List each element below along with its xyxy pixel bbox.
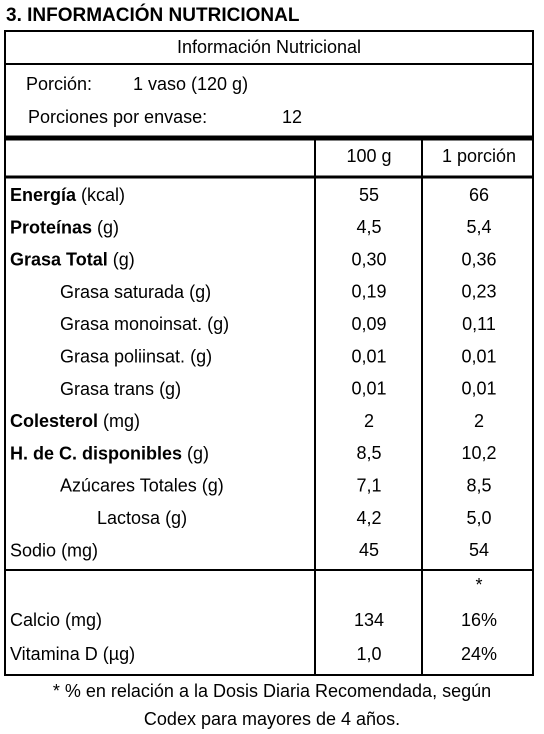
column-header: 100 g: [346, 146, 391, 166]
row-label: Calcio (mg): [10, 610, 102, 630]
cell-value: 0,01: [351, 346, 386, 366]
nutrient-unit: (kcal): [81, 185, 125, 205]
row-label: Colesterol (mg): [10, 411, 140, 431]
cell-value: 8,5: [356, 443, 381, 463]
nutrient-unit: (g): [187, 443, 209, 463]
row-label: Sodio (mg): [10, 540, 98, 560]
cell-value: 0,01: [461, 379, 496, 399]
cell-value: 0,09: [351, 314, 386, 334]
cell-value: 54: [469, 540, 489, 560]
nutrient-unit: (mg): [61, 540, 98, 560]
footnote: * % en relación a la Dosis Diaria Recome…: [53, 681, 491, 701]
cell-value: 45: [359, 540, 379, 560]
nutrient-name: Grasa Total: [10, 249, 108, 269]
cell-value: 0,01: [461, 346, 496, 366]
cell-value: 7,1: [356, 475, 381, 495]
row-label: Vitamina D (µg): [10, 644, 135, 664]
nutrient-name: Proteínas: [10, 217, 92, 237]
cell-value: 5,4: [466, 217, 491, 237]
servings-label: Porciones por envase:: [28, 107, 207, 127]
nutrient-unit: (g): [97, 217, 119, 237]
row-label: Grasa Total (g): [10, 249, 135, 269]
cell-value: 4,2: [356, 508, 381, 528]
row-label: Grasa saturada (g): [60, 282, 211, 302]
nutrient-unit: (g): [113, 249, 135, 269]
nutrient-name: Grasa poliinsat.: [60, 346, 185, 366]
nutrient-name: Energía: [10, 185, 77, 205]
nutrient-unit: (µg): [103, 644, 135, 664]
marker: *: [475, 575, 482, 595]
nutrient-unit: (mg): [103, 411, 140, 431]
servings-value: 12: [282, 107, 302, 127]
row-label: Azúcares Totales (g): [60, 475, 224, 495]
portion-label: Porción:: [26, 74, 92, 94]
nutrient-name: Vitamina D: [10, 644, 98, 664]
row-label: H. de C. disponibles (g): [10, 443, 209, 463]
table-title: Información Nutricional: [177, 37, 361, 57]
cell-value: 66: [469, 185, 489, 205]
cell-value: 4,5: [356, 217, 381, 237]
cell-value: 0,36: [461, 249, 496, 269]
footnote: Codex para mayores de 4 años.: [144, 709, 400, 729]
nutrient-unit: (g): [202, 475, 224, 495]
heading: 3. INFORMACIÓN NUTRICIONAL: [6, 4, 300, 26]
cell-value: 55: [359, 185, 379, 205]
nutrient-unit: (g): [189, 282, 211, 302]
cell-value: 24%: [461, 644, 497, 664]
cell-value: 5,0: [466, 508, 491, 528]
row-label: Grasa trans (g): [60, 379, 181, 399]
cell-value: 1,0: [356, 644, 381, 664]
row-label: Lactosa (g): [97, 508, 187, 528]
row-label: Proteínas (g): [10, 217, 119, 237]
row-label: Energía (kcal): [10, 185, 125, 205]
nutrient-name: H. de C. disponibles: [10, 443, 182, 463]
nutrient-name: Sodio: [10, 540, 56, 560]
table-border: [4, 30, 534, 676]
row-label: Grasa poliinsat. (g): [60, 346, 212, 366]
cell-value: 0,19: [351, 282, 386, 302]
nutrient-unit: (g): [159, 379, 181, 399]
portion-value: 1 vaso (120 g): [133, 74, 248, 94]
cell-value: 10,2: [461, 443, 496, 463]
cell-value: 0,30: [351, 249, 386, 269]
nutrient-name: Lactosa: [97, 508, 161, 528]
nutrient-name: Colesterol: [10, 411, 98, 431]
cell-value: 0,11: [462, 314, 496, 334]
nutrient-name: Grasa saturada: [60, 282, 185, 302]
nutrient-unit: (g): [165, 508, 187, 528]
nutrient-name: Calcio: [10, 610, 60, 630]
nutrient-name: Grasa trans: [60, 379, 154, 399]
cell-value: 8,5: [466, 475, 491, 495]
cell-value: 134: [354, 610, 384, 630]
cell-value: 16%: [461, 610, 497, 630]
nutrient-name: Azúcares Totales: [60, 475, 197, 495]
nutrient-unit: (g): [190, 346, 212, 366]
column-header: 1 porción: [442, 146, 516, 166]
nutrient-unit: (mg): [65, 610, 102, 630]
row-label: Grasa monoinsat. (g): [60, 314, 229, 334]
cell-value: 2: [474, 411, 484, 431]
cell-value: 0,23: [461, 282, 496, 302]
cell-value: 2: [364, 411, 374, 431]
cell-value: 0,01: [351, 379, 386, 399]
nutrient-name: Grasa monoinsat.: [60, 314, 202, 334]
nutrient-unit: (g): [207, 314, 229, 334]
